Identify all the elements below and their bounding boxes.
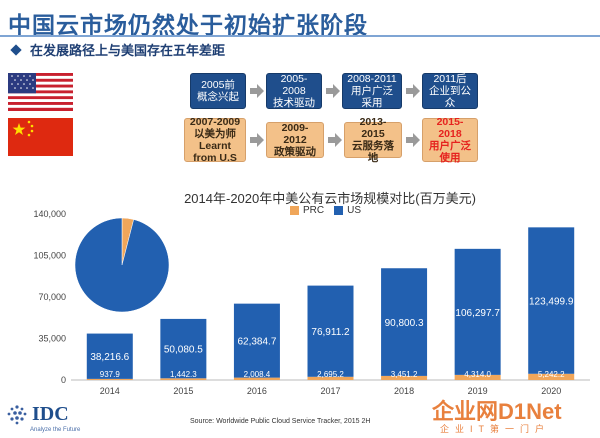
x-tick-label: 2019 [468, 386, 488, 396]
us-flag-icon [8, 73, 73, 111]
chart-title: 2014年-2020年中美公有云市场规模对比(百万美元) [184, 191, 476, 206]
us-stage-2-period: 2005-2008 [280, 73, 308, 97]
us-timeline-stage-4: 2011后 企业到公众 [422, 73, 478, 109]
arrow-right-icon [250, 84, 264, 98]
x-tick-label: 2017 [320, 386, 340, 396]
chart-legend: PRC US [280, 205, 361, 216]
us-stage-3-period: 2008-2011 [347, 73, 397, 85]
data-label-us-2015: 50,080.5 [164, 345, 203, 356]
x-tick-label: 2016 [247, 386, 267, 396]
bar-us-2014 [86, 333, 133, 379]
bar-us-2017 [307, 285, 354, 377]
idc-logo-text: IDC [32, 403, 69, 425]
bar-prc-2020 [528, 373, 575, 380]
us-timeline-stage-1: 2005前 概念兴起 [190, 73, 246, 109]
us-stage-1-period: 2005前 [201, 79, 235, 91]
y-tick-label: 0 [61, 375, 66, 385]
data-label-prc-2016: 2,008.4 [244, 370, 271, 379]
y-tick-label: 105,000 [33, 251, 66, 261]
data-label-us-2017: 76,911.2 [311, 327, 350, 338]
data-label-prc-2017: 2,695.2 [317, 370, 344, 379]
globe-dots-icon [7, 404, 27, 424]
arrow-right-icon [326, 84, 340, 98]
bar-prc-2019 [454, 374, 501, 380]
data-label-prc-2020: 5,242.2 [538, 370, 565, 379]
us-timeline-stage-3: 2008-2011 用户广泛采用 [342, 73, 402, 109]
data-label-prc-2014: 937.9 [100, 370, 121, 379]
idc-logo: IDC [6, 403, 69, 426]
diamond-bullet-icon [10, 44, 22, 56]
prc-stage-1-period: 2007-2009 [189, 116, 241, 128]
bar-prc-2016 [233, 377, 280, 380]
us-stage-1-desc: 概念兴起 [197, 91, 239, 103]
bar-prc-2015 [160, 378, 207, 380]
prc-timeline-stage-1: 2007-2009 以美为师 Learnt from U.S [184, 116, 246, 164]
arrow-right-icon [406, 84, 420, 98]
idc-tagline: Analyze the Future [30, 427, 81, 433]
data-label-us-2019: 106,297.7 [455, 308, 500, 319]
data-label-us-2018: 90,800.3 [385, 318, 424, 329]
bar-chart: 0 35,000 70,000 105,000 140,000 38,216.6 937.9… [33, 209, 590, 396]
x-tick-label: 2018 [394, 386, 414, 396]
data-label-us-2020: 123,499.9 [529, 297, 574, 308]
data-label-us-2016: 62,384.7 [237, 337, 276, 348]
prc-stage-3-period: 2013-2015 [359, 116, 387, 140]
prc-stage-4-desc: 用户广泛使用 [429, 140, 471, 164]
bar-us-2016 [233, 303, 280, 378]
data-label-us-2014: 38,216.6 [90, 352, 129, 363]
y-tick-label: 140,000 [33, 209, 66, 219]
arrow-right-icon [250, 133, 264, 147]
page-subtitle: 在发展路径上与美国存在五年差距 [10, 40, 226, 59]
pie-slice-1 [74, 217, 170, 313]
x-tick-label: 2015 [173, 386, 193, 396]
bar-prc-2017 [307, 376, 354, 380]
prc-stage-4-period: 2015-2018 [436, 116, 464, 140]
us-stage-2-desc: 技术驱动 [273, 97, 315, 109]
y-tick-label: 70,000 [38, 292, 66, 302]
legend-swatch-prc [290, 206, 299, 215]
prc-stage-2-desc: 政策驱动 [274, 146, 316, 158]
bar-us-2015 [160, 318, 207, 379]
prc-stage-2-period: 2009-2012 [281, 122, 309, 146]
bar-us-2019 [454, 248, 501, 375]
x-tick-label: 2020 [541, 386, 561, 396]
bar-us-2020 [528, 227, 575, 374]
title-divider [0, 35, 600, 37]
watermark-logo: 企业网D1Net [432, 399, 562, 424]
arrow-right-icon [328, 133, 342, 147]
legend-label-prc: PRC [303, 205, 325, 216]
china-flag-icon [8, 118, 73, 156]
legend-label-us: US [347, 205, 362, 216]
data-label-prc-2019: 4,314.0 [464, 370, 491, 379]
us-timeline-stage-2: 2005-2008 技术驱动 [266, 73, 322, 109]
legend-swatch-us [334, 206, 344, 215]
data-label-prc-2015: 1,442.3 [170, 370, 197, 379]
y-tick-label: 35,000 [38, 334, 66, 344]
us-stage-3-desc: 用户广泛采用 [351, 85, 393, 109]
page-title: 中国云市场仍然处于初始扩张阶段 [8, 12, 368, 38]
bar-prc-2018 [381, 375, 428, 380]
subtitle-text: 在发展路径上与美国存在五年差距 [30, 43, 226, 58]
prc-stage-3-desc: 云服务落地 [352, 140, 394, 164]
prc-timeline-stage-2: 2009-2012 政策驱动 [266, 122, 324, 158]
source-note: Source: Worldwide Public Cloud Service T… [190, 418, 371, 425]
prc-timeline-stage-3: 2013-2015 云服务落地 [344, 116, 402, 164]
bar-us-2018 [381, 268, 428, 376]
us-stage-4-period: 2011后 [433, 73, 467, 85]
us-stage-4-desc: 企业到公众 [429, 85, 471, 109]
prc-stage-1-desc: 以美为师 Learnt from U.S [193, 128, 237, 164]
bar-prc-2014 [86, 378, 133, 380]
x-tick-label: 2014 [100, 386, 120, 396]
arrow-right-icon [406, 133, 420, 147]
prc-timeline-stage-4: 2015-2018 用户广泛使用 [422, 116, 478, 164]
data-label-prc-2018: 3,451.2 [391, 370, 418, 379]
watermark-tagline: 企业IT第一门户 [440, 424, 550, 434]
